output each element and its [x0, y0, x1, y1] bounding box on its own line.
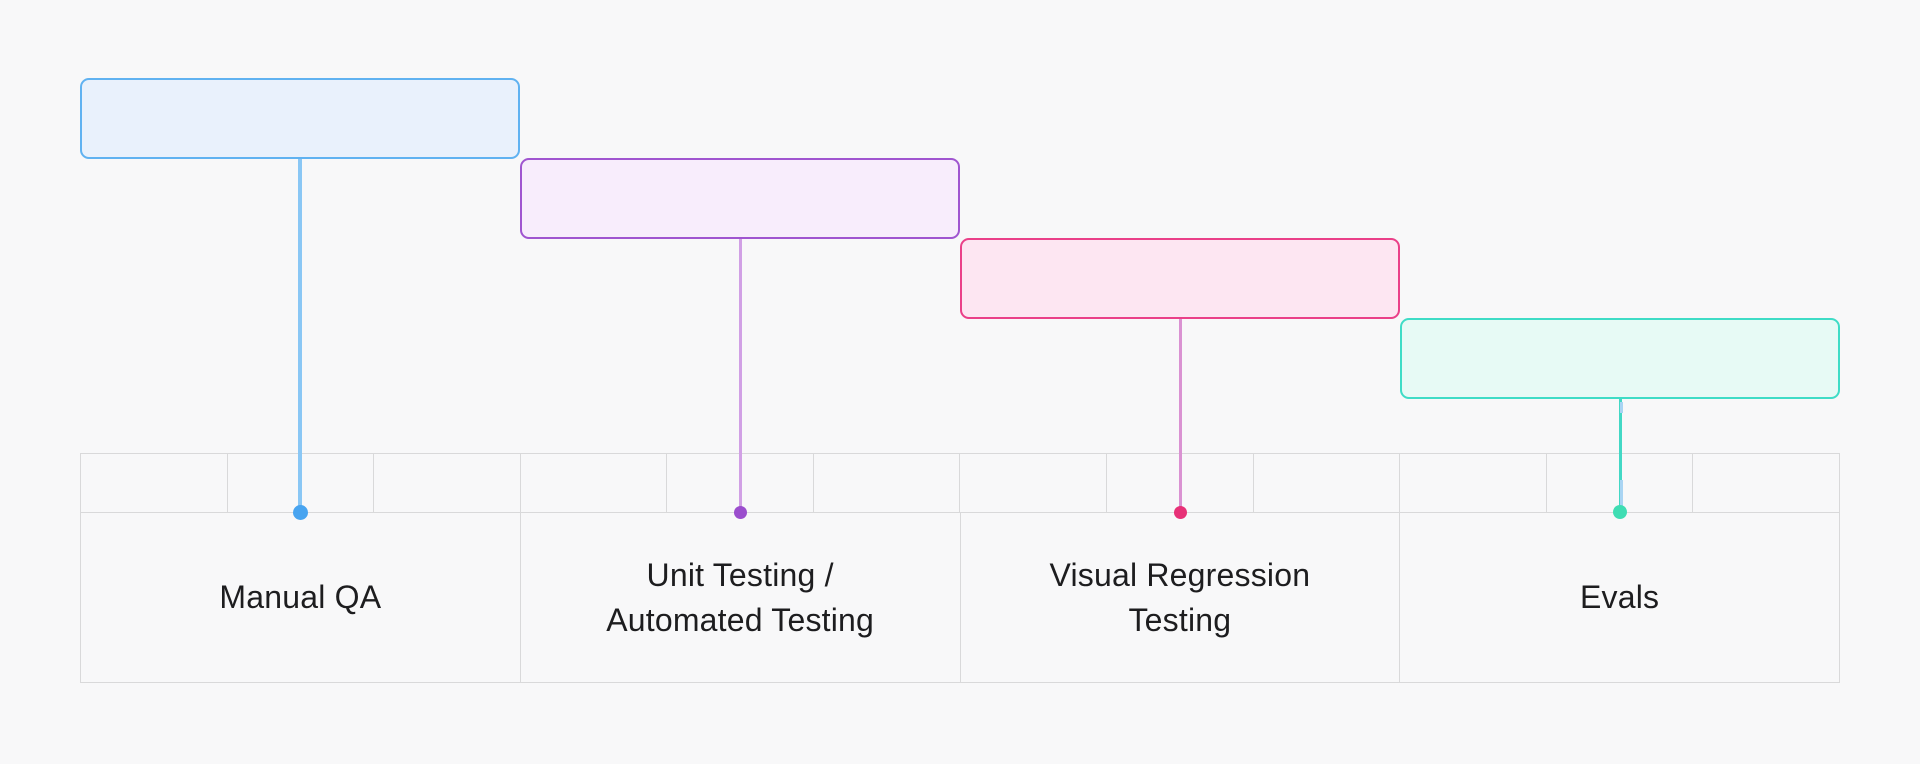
connector-line-overlap-segment: [1619, 402, 1623, 413]
phase-label: Evals: [1580, 579, 1660, 615]
connector-line-visual-regression: [1178, 319, 1182, 512]
phase-label: Manual QA: [219, 579, 382, 615]
connector-line-evals: [1618, 399, 1622, 512]
tick-cell: [81, 454, 228, 512]
tick-cell: [667, 454, 814, 512]
tick-cell: [814, 454, 961, 512]
connector-line-unit-testing: [738, 239, 742, 512]
timeline-dot-evals: [1613, 505, 1627, 519]
tick-cell: [1107, 454, 1254, 512]
phase-label: Unit Testing / Automated Testing: [606, 556, 875, 638]
timeline-tick-row: [81, 454, 1839, 513]
connector-line-overlap-segment: [1619, 480, 1623, 506]
phase-box-manual-qa: [80, 78, 520, 159]
phase-label-cell-unit-testing: Unit Testing / Automated Testing: [521, 513, 961, 682]
tick-cell: [1547, 454, 1694, 512]
timeline-dot-unit-testing: [733, 505, 747, 519]
phase-label: Visual Regression Testing: [1049, 556, 1311, 638]
tick-cell: [228, 454, 375, 512]
tick-cell: [1693, 454, 1839, 512]
timeline-table: Manual QA Unit Testing / Automated Testi…: [80, 453, 1840, 683]
timeline-label-row: Manual QA Unit Testing / Automated Testi…: [81, 513, 1839, 682]
connector-line-manual-qa: [298, 159, 302, 512]
timeline-dot-visual-regression: [1173, 505, 1187, 519]
tick-cell: [374, 454, 521, 512]
tick-cell: [960, 454, 1108, 512]
phase-label-cell-manual-qa: Manual QA: [81, 513, 521, 682]
phase-label-cell-evals: Evals: [1400, 513, 1839, 682]
tick-cell: [1400, 454, 1547, 512]
tick-cell: [1254, 454, 1401, 512]
phase-box-unit-testing: [520, 158, 960, 239]
phase-box-evals: [1400, 318, 1840, 399]
phase-box-visual-regression: [960, 238, 1400, 319]
timeline-dot-manual-qa: [292, 504, 308, 520]
tick-cell: [521, 454, 668, 512]
phase-label-cell-visual-regression: Visual Regression Testing: [961, 513, 1401, 682]
